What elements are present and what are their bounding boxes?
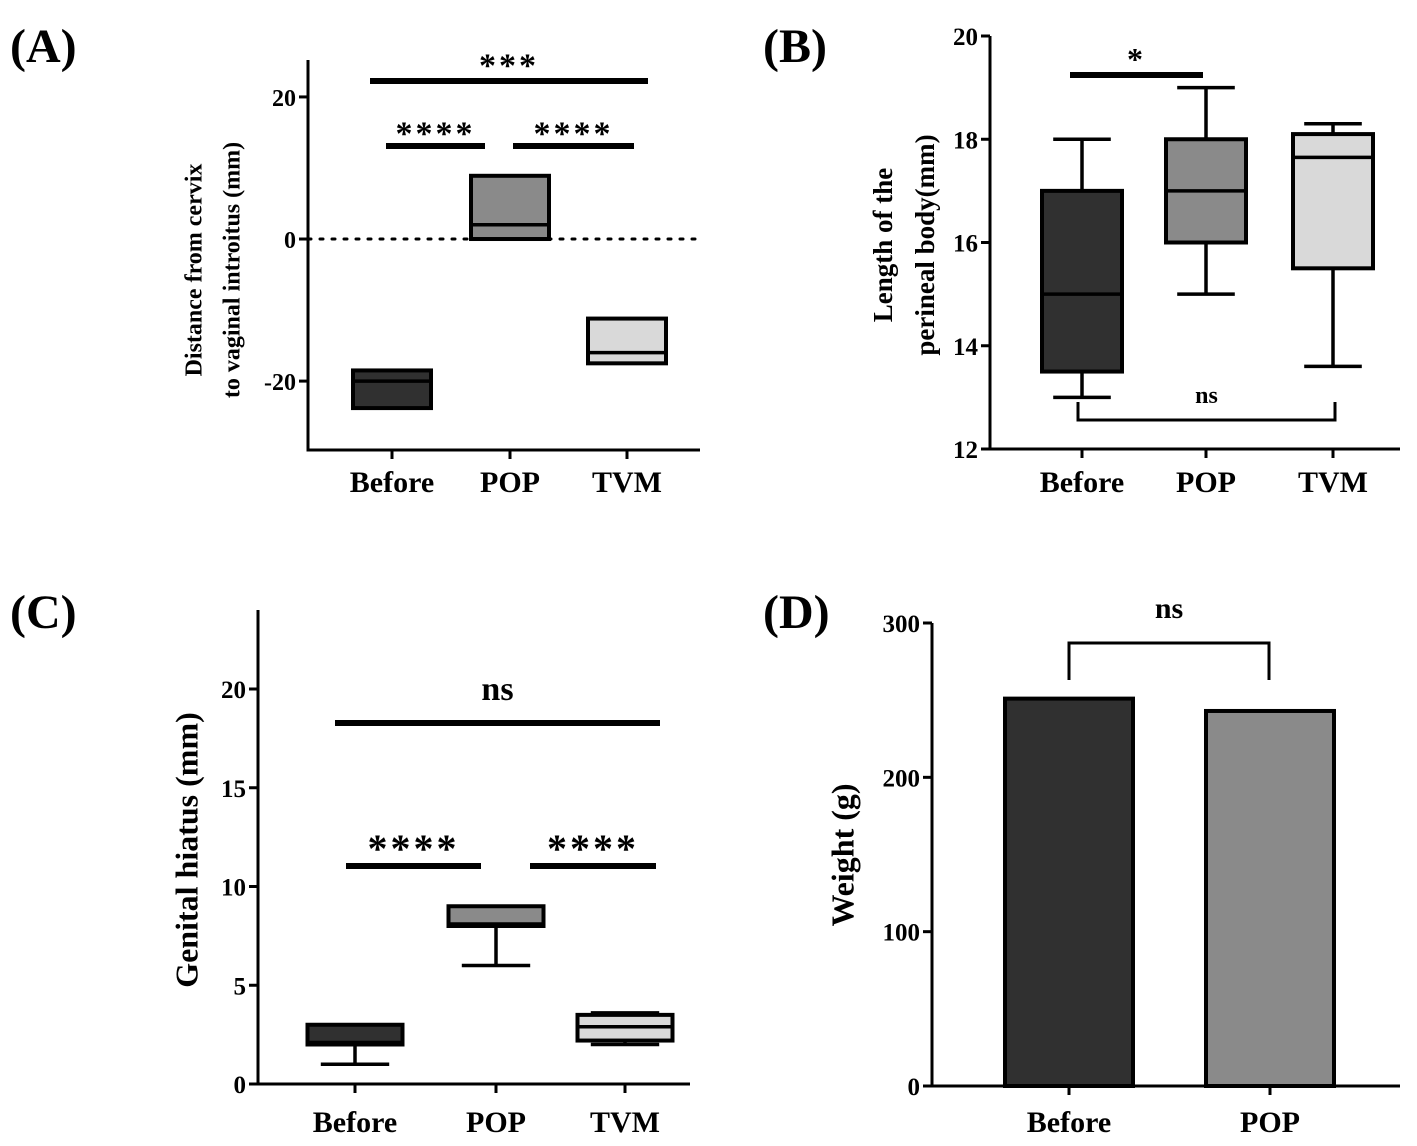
box-before xyxy=(351,368,433,411)
y-tick-label: 18 xyxy=(953,127,978,154)
y-tick-label: 20 xyxy=(272,86,296,112)
y-axis-label: Genital hiatus (mm) xyxy=(168,712,204,988)
panel-letter: (B) xyxy=(763,20,827,73)
x-tick-label: Before xyxy=(1027,1106,1111,1139)
significance-label: * xyxy=(1127,41,1146,77)
significance-label: **** xyxy=(534,116,614,153)
y-axis-label: Distance from cervix xyxy=(182,164,208,377)
significance-label: **** xyxy=(396,116,476,153)
y-tick-label: 0 xyxy=(284,228,296,254)
y-tick-label: 0 xyxy=(234,1072,247,1099)
x-tick-label: POP xyxy=(1176,466,1236,499)
box-pop xyxy=(446,904,546,928)
box-tvm xyxy=(1291,132,1375,271)
significance-label: **** xyxy=(368,826,460,871)
panel-letter: (D) xyxy=(763,586,830,639)
x-tick-label: POP xyxy=(480,466,540,499)
y-tick-label: 16 xyxy=(953,231,978,258)
y-tick-label: 12 xyxy=(953,437,978,464)
y-axis-label: perineal body(mm) xyxy=(910,134,940,355)
y-tick-label: 0 xyxy=(908,1074,921,1101)
y-axis-label: Length of the xyxy=(868,168,898,323)
y-axis-label: to vaginal introitus (mm) xyxy=(220,142,246,398)
x-tick-label: Before xyxy=(313,1106,397,1139)
significance-label: *** xyxy=(479,48,539,85)
panel-letter: (A) xyxy=(10,20,77,73)
significance-bracket xyxy=(1067,641,1271,680)
x-tick-label: TVM xyxy=(590,1106,660,1139)
y-tick-label: 10 xyxy=(221,875,246,902)
significance-bracket xyxy=(1076,402,1337,422)
panel-letter: (C) xyxy=(10,586,77,639)
bar-pop xyxy=(1204,708,1336,1088)
x-tick-label: TVM xyxy=(1298,466,1368,499)
y-tick-label: 100 xyxy=(883,920,921,947)
box-pop xyxy=(469,173,551,242)
y-tick-label: 200 xyxy=(883,765,921,792)
significance-label: ns xyxy=(1195,383,1218,409)
y-tick-label: 20 xyxy=(221,677,246,704)
significance-label: **** xyxy=(547,826,639,871)
x-tick-label: TVM xyxy=(592,466,662,499)
y-tick-label: 14 xyxy=(953,334,979,361)
y-tick-label: 300 xyxy=(883,611,921,638)
y-tick-label: -20 xyxy=(264,370,296,396)
bar-before xyxy=(1003,696,1135,1089)
significance-label: ns xyxy=(481,671,513,708)
box-tvm xyxy=(586,316,668,366)
x-tick-label: Before xyxy=(350,466,434,499)
box-before xyxy=(305,1022,405,1047)
y-tick-label: 15 xyxy=(221,776,246,803)
box-before xyxy=(1040,188,1124,374)
y-axis-label: Weight (g) xyxy=(824,783,860,926)
x-tick-label: POP xyxy=(1240,1106,1300,1139)
y-tick-label: 20 xyxy=(953,24,978,51)
significance-label: ns xyxy=(1155,592,1183,625)
x-tick-label: Before xyxy=(1040,466,1124,499)
y-tick-label: 5 xyxy=(234,973,247,1000)
x-tick-label: POP xyxy=(466,1106,526,1139)
